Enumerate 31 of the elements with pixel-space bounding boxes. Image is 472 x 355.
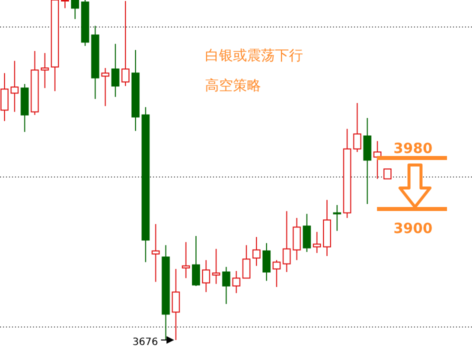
candlestick [0, 72, 9, 122]
annotation: 白银或震荡下行 [205, 48, 303, 64]
candlestick [333, 204, 342, 232]
candlestick [282, 210, 291, 272]
candlestick [232, 270, 240, 294]
candlestick [383, 168, 392, 180]
candlestick [172, 268, 180, 340]
candlestick [40, 52, 49, 89]
candlestick [212, 248, 220, 284]
annotation: 3676 [132, 337, 158, 348]
text: 3980 [394, 141, 433, 157]
annotation: 高空策略 [205, 78, 261, 94]
candlestick [152, 224, 160, 282]
candlestick [10, 60, 19, 112]
candlestick [71, 0, 80, 20]
text: 3900 [394, 221, 433, 237]
candlestick [353, 102, 362, 152]
candlestick [101, 68, 110, 107]
candlestick [252, 236, 260, 266]
candlestick [202, 260, 210, 293]
candlestick [312, 231, 321, 254]
candlestick [302, 213, 311, 252]
candlestick [121, 0, 130, 87]
candlestick [182, 242, 190, 279]
candlestick [272, 260, 281, 288]
candlestick [242, 244, 250, 279]
candlestick [292, 217, 301, 261]
candlestick [222, 266, 230, 304]
candlestick [262, 242, 271, 282]
candlestick [111, 43, 120, 98]
candlestick [192, 235, 200, 286]
